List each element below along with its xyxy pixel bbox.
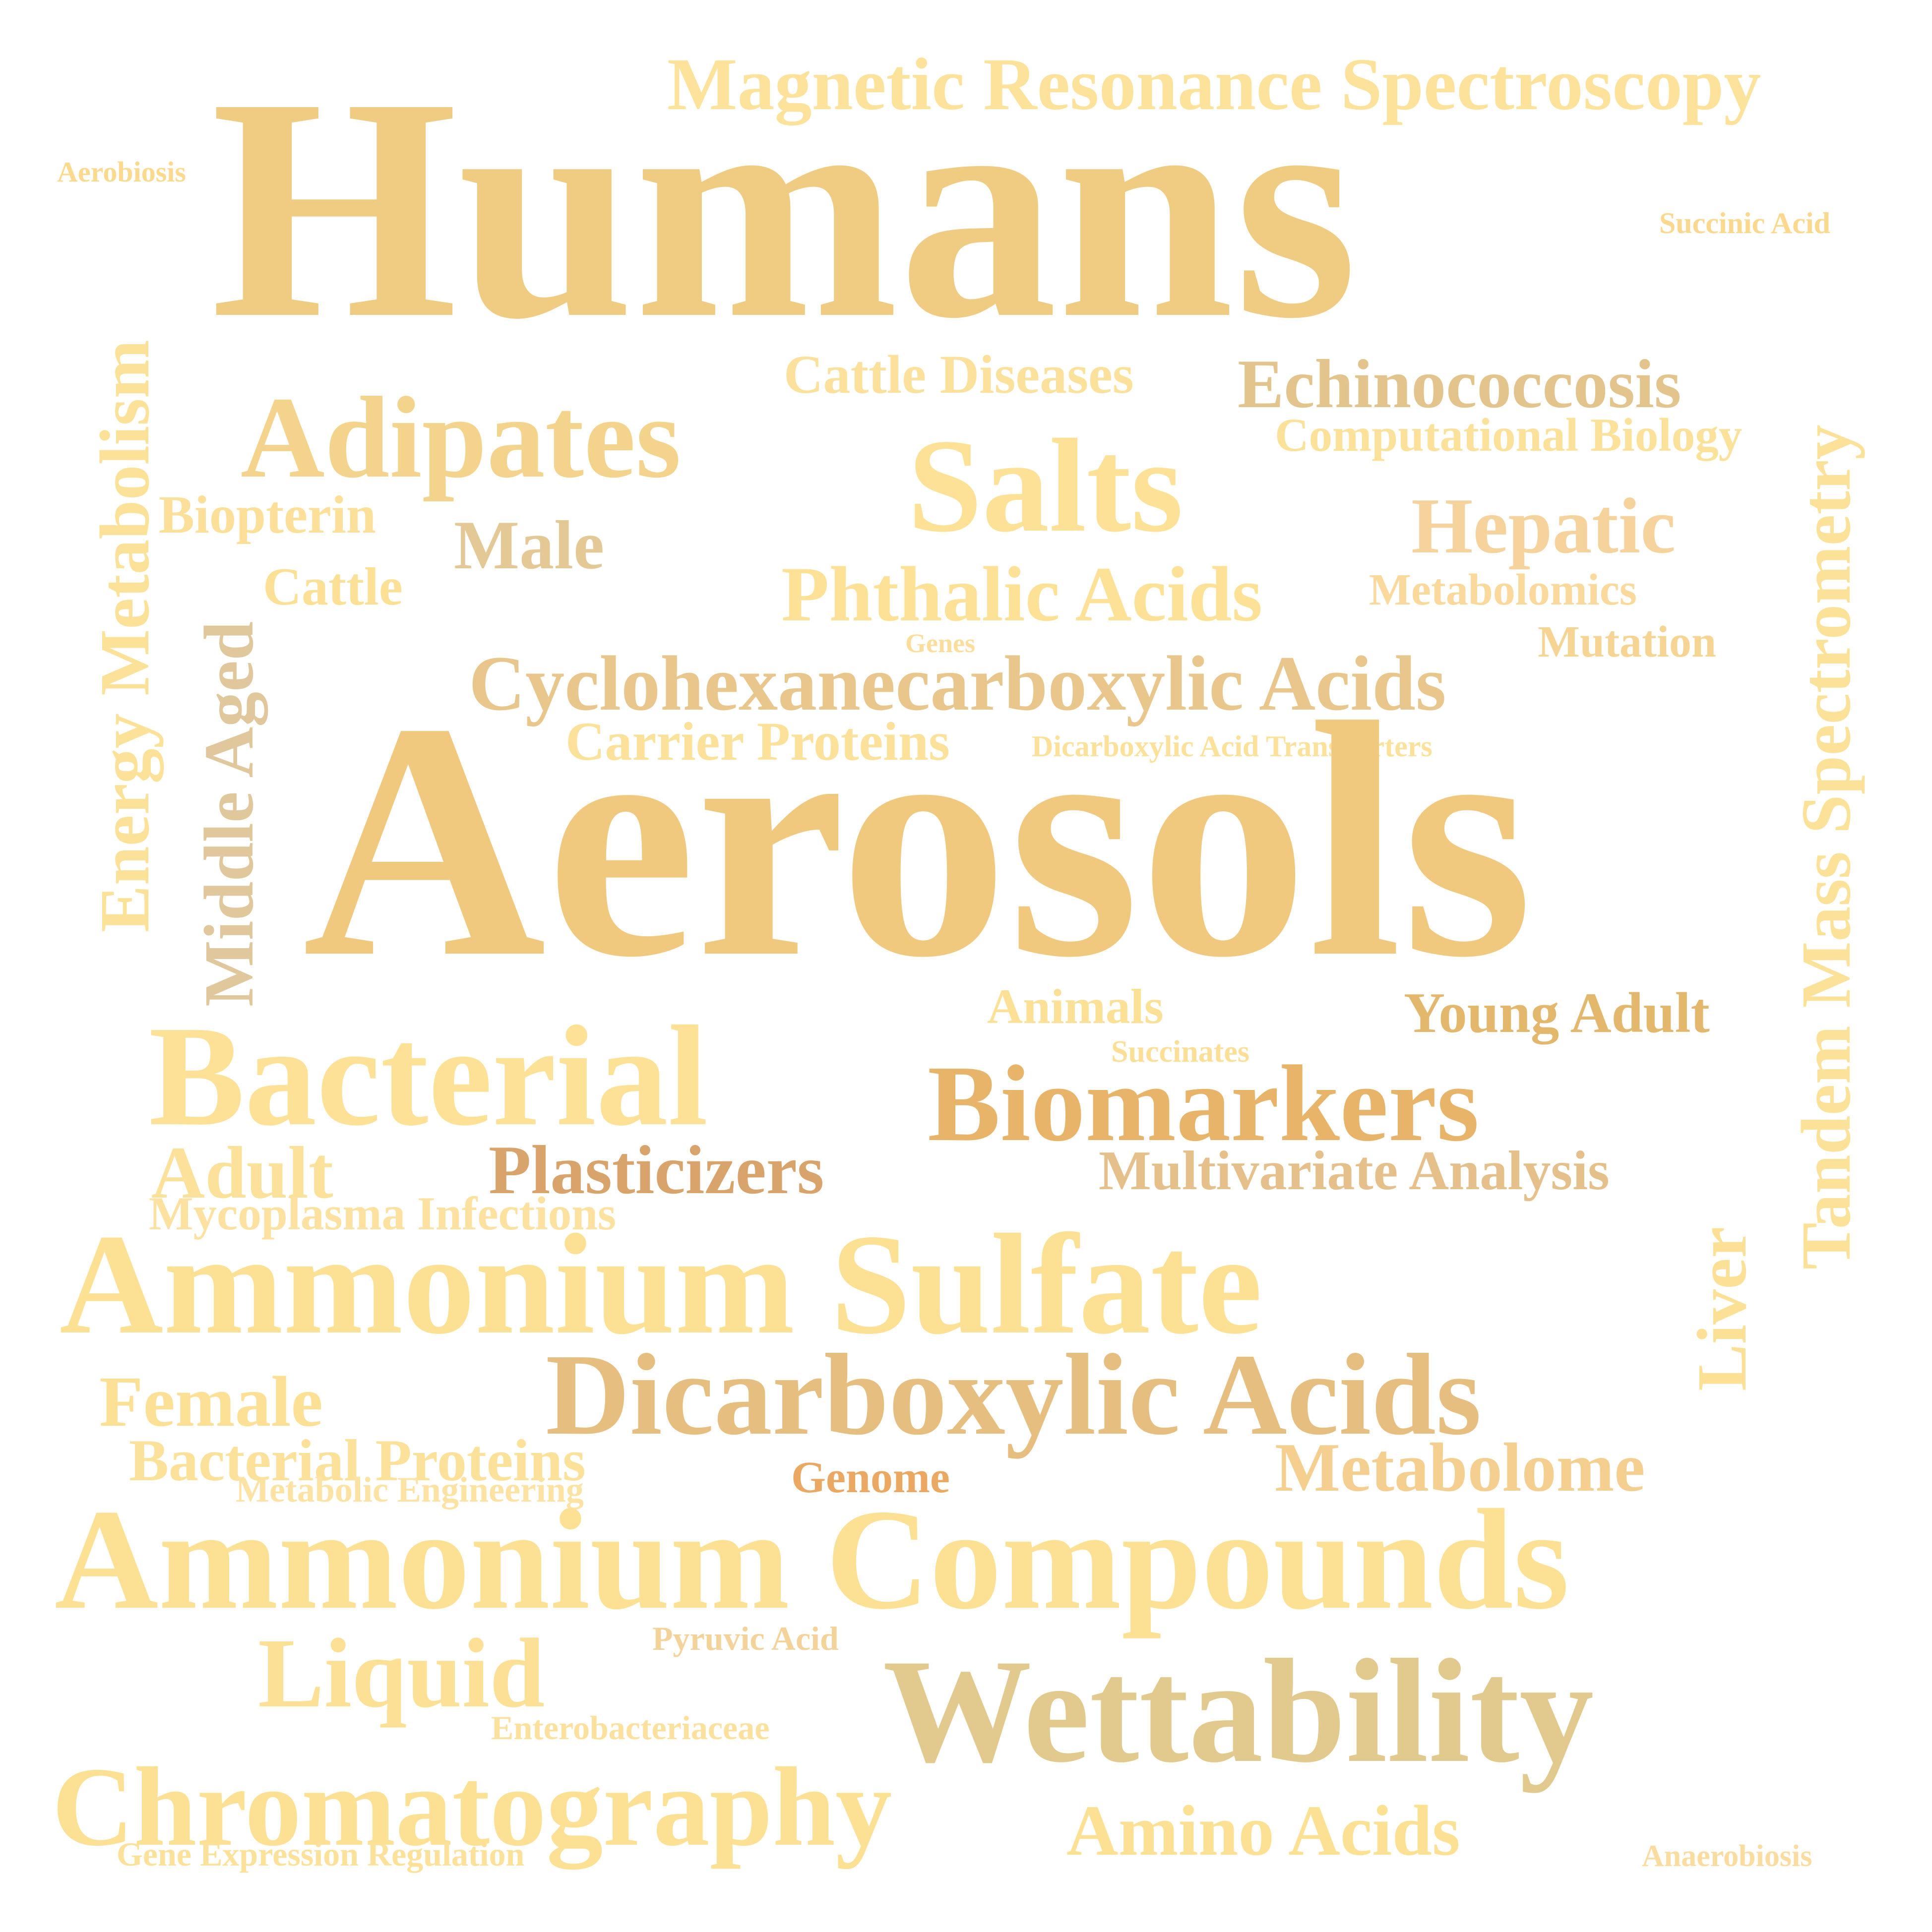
word-middle-aged: Middle Aged xyxy=(189,621,268,1007)
word-amino-acids: Amino Acids xyxy=(1066,1791,1460,1871)
word-succinates: Succinates xyxy=(1111,1035,1249,1069)
word-energy-metabolism: Energy Metabolism xyxy=(85,339,164,932)
word-computational-biology: Computational Biology xyxy=(1275,409,1743,461)
word-cyclohexanecarboxylic-acids: Cyclohexanecarboxylic Acids xyxy=(469,640,1446,727)
word-female: Female xyxy=(99,1362,323,1442)
word-genome: Genome xyxy=(791,1453,950,1502)
word-metabolomics: Metabolomics xyxy=(1369,565,1637,614)
word-animals: Animals xyxy=(987,979,1164,1034)
word-liquid: Liquid xyxy=(258,1619,545,1728)
word-carrier-proteins: Carrier Proteins xyxy=(565,711,950,772)
word-mutation: Mutation xyxy=(1538,617,1716,666)
word-adipates: Adipates xyxy=(241,373,681,502)
word-chromatography: Chromatography xyxy=(52,1745,892,1870)
word-magnetic-resonance-spectroscopy: Magnetic Resonance Spectroscopy xyxy=(667,43,1761,125)
word-humans: Humans xyxy=(211,33,1358,384)
word-salts: Salts xyxy=(908,412,1184,560)
word-wettability: Wettability xyxy=(883,1629,1594,1793)
word-aerobiosis: Aerobiosis xyxy=(57,156,186,188)
word-plasticizers: Plasticizers xyxy=(489,1132,824,1208)
word-male: Male xyxy=(454,507,605,584)
word-cattle-diseases: Cattle Diseases xyxy=(784,344,1134,405)
word-metabolome: Metabolome xyxy=(1275,1429,1645,1506)
word-adult: Adult xyxy=(151,1132,333,1214)
word-anaerobiosis: Anaerobiosis xyxy=(1642,1839,1812,1873)
word-echinococcosis: Echinococcosis xyxy=(1238,346,1682,423)
word-mycoplasma-infections: Mycoplasma Infections xyxy=(149,1187,617,1240)
word-bacterial-proteins: Bacterial Proteins xyxy=(129,1427,586,1493)
word-genes: Genes xyxy=(905,628,975,658)
word-enterobacteriaceae: Enterobacteriaceae xyxy=(491,1709,770,1747)
word-multivariate-analysis: Multivariate Analysis xyxy=(1099,1140,1610,1202)
word-young-adult: Young Adult xyxy=(1404,981,1710,1044)
word-ammonium-sulfate: Ammonium Sulfate xyxy=(60,1205,1262,1364)
word-biomarkers: Biomarkers xyxy=(928,1043,1480,1164)
word-phthalic-acids: Phthalic Acids xyxy=(781,551,1263,638)
word-biopterin: Biopterin xyxy=(159,485,376,544)
word-dicarboxylic-acids: Dicarboxylic Acids xyxy=(546,1330,1482,1459)
word-pyruvic-acid: Pyruvic Acid xyxy=(652,1620,839,1657)
word-liver: Liver xyxy=(1683,1226,1761,1391)
word-metabolic-engineering: Metabolic Engineering xyxy=(236,1470,584,1509)
word-bacterial: Bacterial xyxy=(149,996,708,1155)
word-tandem-mass-spectrometry: Tandem Mass Spectrometry xyxy=(1787,424,1865,1269)
word-cattle: Cattle xyxy=(263,557,403,616)
word-hepatic: Hepatic xyxy=(1411,482,1676,570)
word-aerosols: Aerosols xyxy=(303,654,1533,1027)
word-gene-expression-regulation: Gene Expression Regulation xyxy=(117,1835,525,1873)
word-ammonium-compounds: Ammonium Compounds xyxy=(55,1480,1569,1639)
word-succinic-acid: Succinic Acid xyxy=(1659,207,1831,240)
word-dicarboxylic-acid-transporters: Dicarboxylic Acid Transporters xyxy=(1032,730,1433,763)
